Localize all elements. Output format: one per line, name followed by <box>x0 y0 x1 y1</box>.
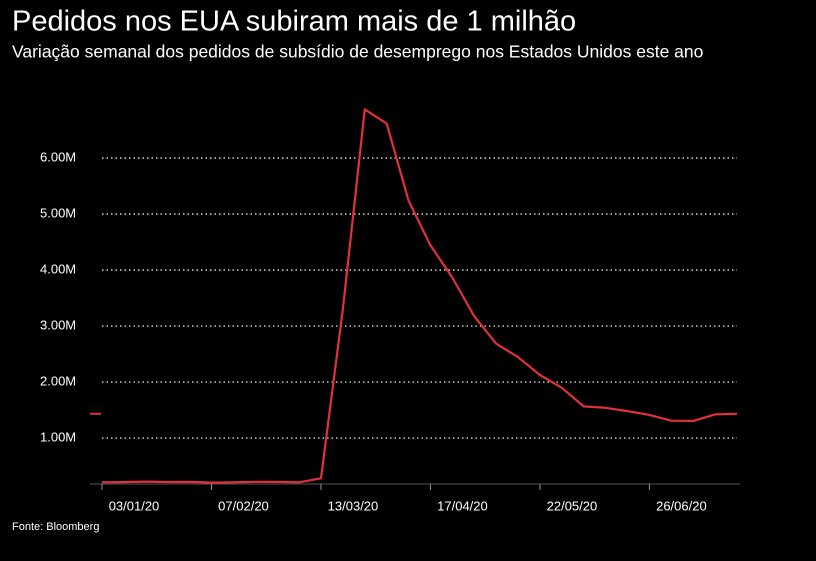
y-tick-label: 5.00M <box>40 205 76 220</box>
x-tick-label: 17/04/20 <box>437 498 488 513</box>
x-tick-label: 07/02/20 <box>218 498 269 513</box>
line <box>101 108 738 484</box>
x-tick-label: 13/03/20 <box>328 498 379 513</box>
y-tick-label: 2.00M <box>40 373 76 388</box>
y-tick-label: 3.00M <box>40 317 76 332</box>
source: Fonte: Bloomberg <box>12 521 99 533</box>
chart-subtitle: Variação semanal dos pedidos de subsídio… <box>12 42 703 62</box>
y-tick-label: 6.00M <box>40 149 76 164</box>
y-tick-label: 4.00M <box>40 261 76 276</box>
chart-title: Pedidos nos EUA subiram mais de 1 milhão <box>12 6 576 38</box>
x-tick-label: 26/06/20 <box>656 498 707 513</box>
x-tick-label: 22/05/20 <box>547 498 598 513</box>
y-tick-label: 1.00M <box>40 430 76 445</box>
x-tick-label: 03/01/20 <box>109 498 160 513</box>
